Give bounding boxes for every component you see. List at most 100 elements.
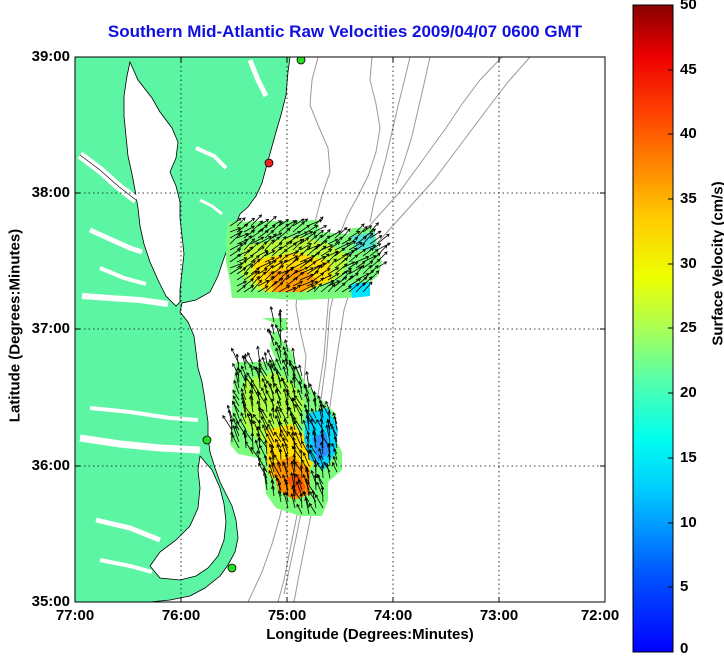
velocity-vector xyxy=(280,449,282,461)
velocity-vector-head xyxy=(250,278,254,282)
velocity-vector-head xyxy=(282,474,286,478)
velocity-vector-head xyxy=(328,249,333,253)
velocity-vector xyxy=(269,359,275,371)
x-axis-label: Longitude (Degrees:Minutes) xyxy=(266,626,474,643)
velocity-vector-head xyxy=(244,272,249,276)
velocity-vector xyxy=(292,231,308,239)
velocity-vector-head xyxy=(323,240,328,244)
velocity-vector xyxy=(320,249,332,257)
velocity-vector-head xyxy=(310,284,315,288)
velocity-vector-head xyxy=(291,445,296,450)
velocity-vector-head xyxy=(311,489,315,494)
velocity-vector-head xyxy=(289,379,294,384)
velocity-vector-head xyxy=(327,229,331,233)
velocity-vector xyxy=(278,259,287,269)
velocity-vector-head xyxy=(257,369,262,374)
velocity-vector xyxy=(278,228,291,239)
velocity-vector xyxy=(271,282,283,293)
velocity-vector xyxy=(229,253,242,263)
velocity-vector-head xyxy=(325,253,330,257)
velocity-vector-head xyxy=(251,225,255,230)
velocity-vector-head xyxy=(251,383,255,388)
velocity-vector-head xyxy=(268,358,273,363)
velocity-vector xyxy=(292,218,305,227)
velocity-vector xyxy=(249,396,254,413)
velocity-vector-head xyxy=(305,237,310,242)
velocity-vector xyxy=(236,217,246,227)
velocity-vector-head xyxy=(362,282,366,286)
velocity-vector xyxy=(251,433,254,449)
velocity-vector xyxy=(236,272,249,281)
velocity-vector-head xyxy=(279,221,284,225)
velocity-vector-head xyxy=(327,453,331,458)
velocity-vector-head xyxy=(261,377,265,382)
station-marker xyxy=(264,158,274,168)
velocity-vector xyxy=(262,357,268,371)
velocity-vector-head xyxy=(252,413,257,418)
velocity-vector-head xyxy=(226,404,231,409)
velocity-vector-head xyxy=(277,489,282,494)
velocity-vector-head xyxy=(268,419,272,424)
velocity-vector-head xyxy=(277,461,281,465)
velocity-vector-head xyxy=(242,217,246,221)
velocity-vector-head xyxy=(306,443,310,447)
velocity-vector-head xyxy=(242,430,246,435)
velocity-vector-head xyxy=(265,218,270,223)
velocity-vector-head xyxy=(300,252,304,256)
velocity-vector xyxy=(348,230,360,239)
velocity-vector-head xyxy=(354,261,359,266)
velocity-vector xyxy=(264,250,275,257)
velocity-vector-head xyxy=(301,459,305,463)
velocity-vector xyxy=(236,354,240,371)
velocity-vector-head xyxy=(294,277,299,281)
velocity-vector-head xyxy=(282,365,286,370)
velocity-vector xyxy=(229,248,241,257)
velocity-vector-head xyxy=(256,258,261,263)
velocity-vector xyxy=(250,228,264,239)
velocity-vector-head xyxy=(279,421,283,426)
velocity-vector-head xyxy=(256,270,260,275)
velocity-vector xyxy=(313,283,322,293)
velocity-vector-head xyxy=(335,251,339,255)
velocity-vector xyxy=(306,246,318,257)
velocity-vector xyxy=(257,285,269,293)
velocity-vector xyxy=(321,430,324,449)
velocity-vector xyxy=(313,432,317,449)
velocity-vector xyxy=(241,365,247,377)
x-tick-label: 77:00 xyxy=(55,607,95,624)
velocity-vector-head xyxy=(274,323,279,328)
velocity-vector xyxy=(333,456,338,467)
velocity-vector-head xyxy=(318,454,322,459)
velocity-vector xyxy=(327,230,341,239)
colorbar-tick-label: 30 xyxy=(680,255,697,272)
velocity-vector-head xyxy=(308,449,312,454)
velocity-vector-head xyxy=(243,355,247,360)
velocity-vector-head xyxy=(318,264,323,269)
velocity-vector-head xyxy=(243,377,248,381)
velocity-vector xyxy=(355,236,367,245)
velocity-vector-head xyxy=(299,492,303,497)
velocity-vector-head xyxy=(292,286,297,291)
velocity-vector-head xyxy=(283,248,288,253)
velocity-vector-head xyxy=(278,232,283,236)
y-tick-label: 36:00 xyxy=(31,457,70,474)
velocity-vector-head xyxy=(257,391,262,396)
velocity-vector xyxy=(355,282,366,293)
velocity-vector-head xyxy=(284,254,289,258)
velocity-vector-head xyxy=(331,461,336,466)
velocity-vector-head xyxy=(292,220,297,224)
velocity-vector-head xyxy=(275,341,279,345)
velocity-vector-head xyxy=(309,258,313,262)
velocity-vector xyxy=(278,482,282,497)
velocity-vector xyxy=(322,486,324,503)
velocity-vector-head xyxy=(330,425,335,430)
velocity-vector-head xyxy=(348,253,352,258)
velocity-vector xyxy=(229,262,243,269)
velocity-vector-head xyxy=(275,438,279,443)
velocity-vector-head xyxy=(267,362,271,367)
velocity-vector-head xyxy=(229,431,234,435)
velocity-vector xyxy=(258,408,268,425)
station-marker xyxy=(227,563,237,573)
velocity-vector-head xyxy=(240,365,245,370)
velocity-vector xyxy=(293,489,303,503)
